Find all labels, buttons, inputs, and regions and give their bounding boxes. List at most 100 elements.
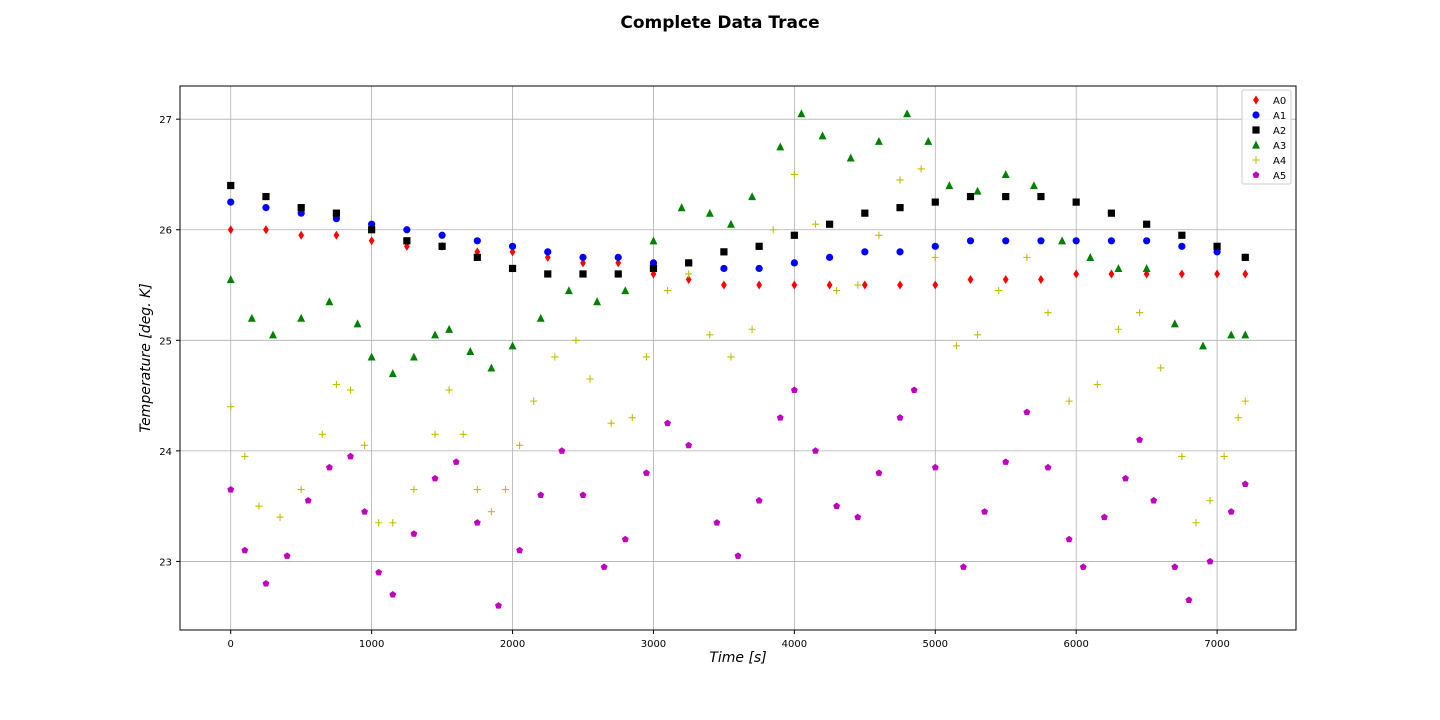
data-point [1002,458,1010,465]
series-a5 [227,386,1249,609]
legend-marker-a2 [1252,126,1260,134]
data-point [721,280,727,290]
data-point [1001,170,1010,179]
data-point [438,242,446,250]
data-point [945,181,954,190]
data-point [409,352,418,361]
data-point [917,165,925,173]
legend-label-a0: A0 [1273,96,1286,107]
data-point [833,502,841,510]
data-point [875,231,883,239]
data-point [861,248,869,256]
data-point [487,363,496,372]
data-point [1242,269,1249,279]
data-point [375,568,383,576]
y-axis-label: Temperature [deg. K] [138,283,154,432]
data-point [1171,563,1179,570]
data-point [325,297,334,306]
series-a1 [227,198,1249,273]
data-point [247,313,256,322]
legend-marker-a3 [1252,140,1260,149]
legend-label-a4: A4 [1273,156,1286,167]
data-point [791,280,798,290]
data-point [614,253,622,261]
data-point [262,579,270,587]
data-point [333,230,340,240]
data-point [1143,220,1151,228]
grid [180,86,1296,630]
data-point [1107,237,1116,245]
ticks: 0 1000 2000 3000 4000 5000 6000 7000 23 24 25 26 27 [159,115,1230,650]
data-point [227,181,235,190]
data-point [649,264,658,273]
data-point [495,602,502,609]
data-point [1136,436,1144,443]
plot-frame [179,85,1297,631]
data-point [227,198,235,206]
x-tick-label: 1000 [359,639,384,650]
series-a4 [227,165,1249,527]
data-point [621,286,630,295]
data-point [508,264,517,273]
x-tick-label: 0 [228,639,234,650]
data-point [720,248,728,256]
y-tick-label: 27 [159,115,172,126]
data-point [410,485,418,494]
data-point [389,591,397,598]
data-point [332,209,341,217]
data-point [790,259,798,267]
data-point [663,286,672,295]
data-point [226,275,235,284]
data-point [361,508,369,515]
legend-label-a3: A3 [1273,141,1286,152]
data-point [1002,192,1010,201]
data-point [544,270,552,278]
data-point [269,330,277,339]
data-point [776,414,784,421]
data-point [825,253,834,261]
data-point [649,236,658,245]
data-point [516,546,524,554]
data-point [227,485,235,493]
x-tick-label: 3000 [641,639,666,650]
legend-marker-a1 [1252,111,1260,119]
data-point [375,519,383,527]
data-point [1122,474,1129,482]
data-point [241,452,249,461]
data-point [1114,264,1123,273]
data-point [487,508,496,516]
data-points [226,109,1250,609]
data-point [621,535,629,543]
data-point [368,226,376,234]
data-point [861,280,868,290]
data-point [473,237,481,245]
data-point [1178,269,1185,279]
data-point [508,341,517,350]
data-point [748,192,757,201]
data-point [1213,248,1221,256]
legend-label-a5: A5 [1273,171,1286,182]
data-point [1058,236,1067,245]
data-point [897,280,903,290]
data-point [896,204,904,212]
data-point [1135,309,1144,317]
data-point [614,270,622,278]
data-point [854,281,862,289]
data-point [896,414,904,421]
data-point [537,491,545,499]
data-point [368,220,376,228]
data-point [445,324,454,333]
data-point [452,458,460,465]
data-point [967,274,974,284]
data-point [1065,397,1073,405]
data-point [931,253,939,261]
data-point [1038,274,1044,284]
data-point [727,353,735,361]
data-point [572,336,580,344]
data-point [1143,269,1150,279]
data-point [931,463,939,471]
data-point [790,170,798,179]
data-point [628,414,636,422]
data-point [347,452,354,460]
data-point [720,264,728,273]
